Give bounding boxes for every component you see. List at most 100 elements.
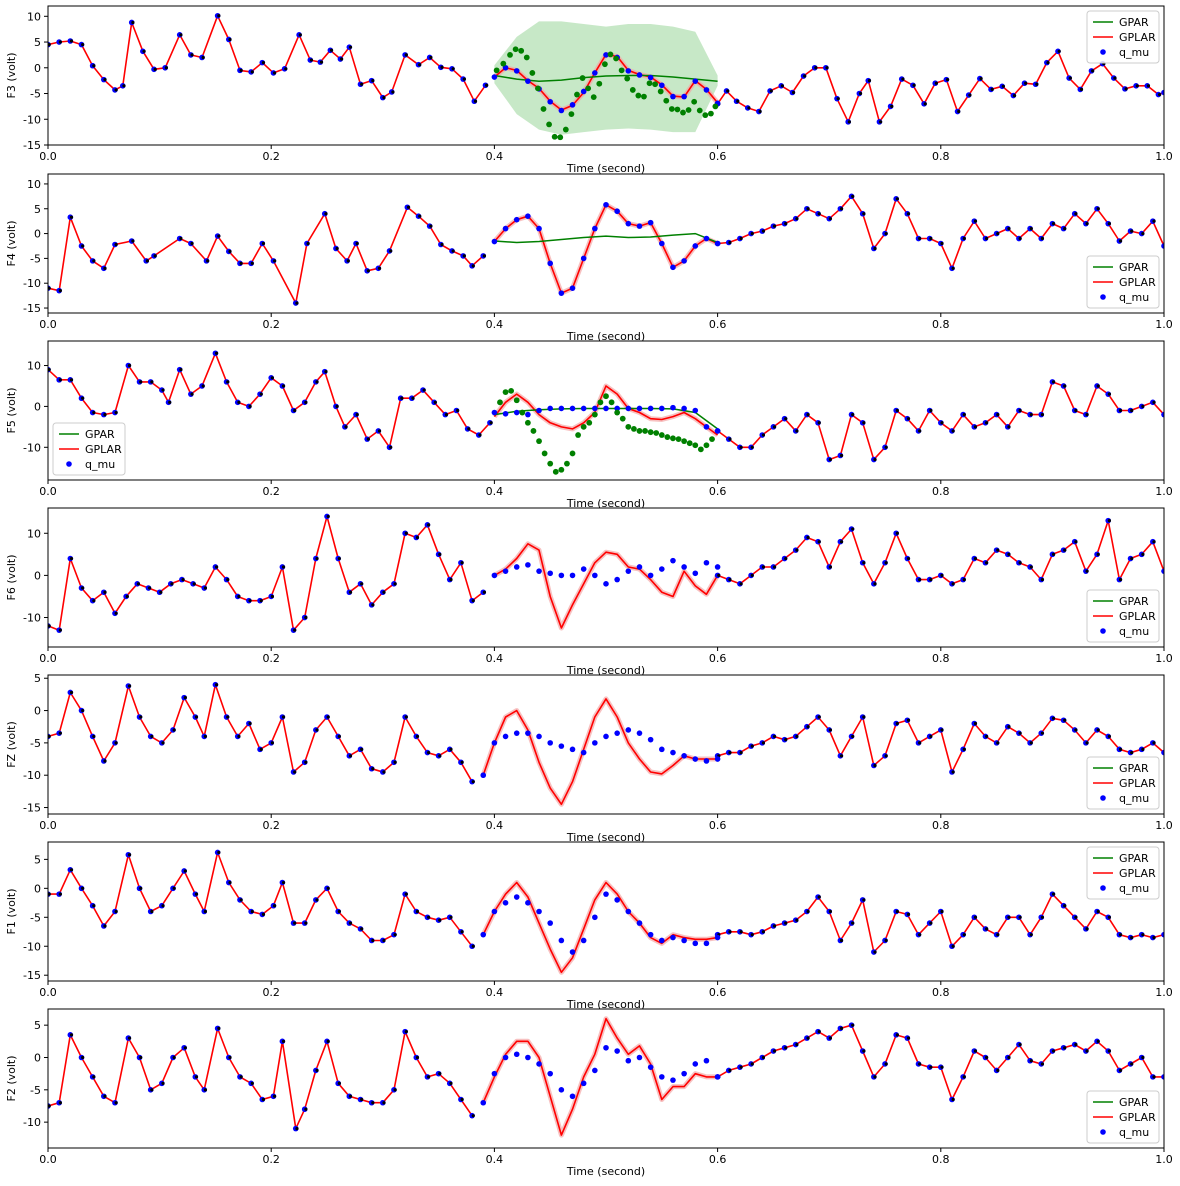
observed-point: [795, 217, 799, 221]
observed-point: [203, 909, 208, 914]
gpar-sample-point: [524, 419, 531, 426]
q-mu-point: [681, 405, 687, 412]
gpar-sample-point: [607, 51, 614, 58]
observed-point: [295, 1127, 299, 1131]
observed-point: [382, 590, 386, 594]
legend: GPAR GPLAR q_mu: [1086, 10, 1160, 64]
observed-point: [929, 408, 933, 413]
gpar-sample-point: [530, 428, 537, 434]
observed-point: [1152, 219, 1156, 223]
observed-point: [348, 1094, 353, 1098]
observed-point: [747, 106, 751, 110]
y-tick-label: -10: [23, 769, 41, 782]
observed-point: [456, 408, 460, 413]
observed-point: [739, 930, 743, 934]
gpar-sample-point: [629, 87, 636, 93]
legend-swatch-qmu: [1100, 49, 1106, 55]
observed-point: [415, 909, 420, 914]
observed-point: [758, 109, 762, 114]
observed-point: [839, 207, 844, 211]
observed-point: [1079, 87, 1084, 91]
observed-point: [761, 930, 766, 934]
observed-point: [103, 590, 107, 594]
observed-point: [429, 55, 433, 60]
observed-point: [360, 1097, 364, 1102]
observed-point: [739, 750, 743, 755]
gpar-sample-point: [658, 432, 665, 438]
observed-point: [851, 921, 855, 925]
observed-point: [1107, 734, 1111, 739]
observed-point: [890, 104, 894, 108]
gplar-line-observed: [48, 1027, 473, 1130]
observed-point: [250, 70, 254, 74]
q-mu-point: [703, 424, 710, 430]
x-tick-label: 0.0: [39, 318, 57, 331]
observed-point: [918, 933, 922, 937]
observed-point: [360, 747, 364, 751]
gpar-sample-point: [635, 92, 642, 99]
gpar-sample-point: [631, 425, 637, 432]
observed-point: [773, 224, 777, 228]
q-mu-point: [703, 87, 710, 93]
gpar-sample-point: [603, 393, 609, 400]
observed-point: [862, 1049, 866, 1053]
observed-point: [1113, 76, 1117, 80]
observed-point: [270, 741, 274, 745]
observed-point: [58, 731, 62, 735]
observed-point: [284, 67, 288, 71]
q-mu-point: [525, 730, 531, 736]
observed-point: [226, 715, 230, 719]
observed-point: [237, 734, 241, 739]
observed-point: [139, 886, 143, 890]
gpar-sample-point: [557, 134, 564, 141]
gpar-sample-point: [642, 428, 648, 434]
observed-point: [873, 457, 877, 462]
observed-point: [259, 747, 263, 751]
gplar-line: [482, 698, 718, 806]
legend-box: [1086, 1090, 1160, 1144]
observed-point: [862, 715, 866, 719]
observed-point: [293, 408, 297, 413]
q-mu-point: [547, 570, 553, 577]
x-tick-label: 0.0: [39, 652, 57, 665]
observed-point: [1146, 84, 1151, 88]
observed-point: [460, 1097, 464, 1102]
observed-point: [784, 921, 788, 925]
y-tick-label: -5: [30, 252, 41, 265]
observed-point: [58, 628, 62, 632]
observed-point: [996, 741, 1000, 745]
observed-point: [728, 750, 732, 755]
gpar-sample-point: [502, 389, 509, 396]
observed-point: [139, 1055, 143, 1060]
q-mu-point: [491, 74, 498, 80]
q-mu-point: [714, 1074, 721, 1080]
y-tick-label: -10: [23, 113, 41, 126]
q-mu-point: [569, 102, 576, 108]
observed-point: [1118, 408, 1123, 413]
observed-point: [1085, 569, 1089, 573]
q-mu-point: [536, 407, 542, 414]
observed-point: [181, 578, 185, 582]
observed-point: [239, 898, 243, 902]
observed-point: [761, 433, 766, 437]
observed-point: [228, 1055, 232, 1060]
observed-point: [92, 904, 96, 908]
observed-point: [901, 77, 905, 81]
observed-point: [444, 412, 449, 417]
x-axis-label: Time (second): [566, 162, 645, 175]
q-mu-point: [636, 1054, 643, 1061]
observed-point: [451, 249, 455, 253]
observed-point: [795, 429, 799, 433]
observed-point: [739, 1065, 743, 1069]
observed-point: [69, 378, 74, 382]
gpar-sample-point: [569, 450, 576, 457]
observed-point: [873, 763, 877, 768]
q-mu-point: [603, 52, 609, 58]
x-tick-label: 0.4: [486, 819, 504, 832]
gpar-sample-point: [608, 399, 615, 406]
x-tick-label: 0.6: [709, 652, 727, 665]
x-tick-label: 1.0: [1155, 819, 1173, 832]
observed-point: [912, 83, 916, 87]
q-mu-point: [558, 572, 565, 579]
